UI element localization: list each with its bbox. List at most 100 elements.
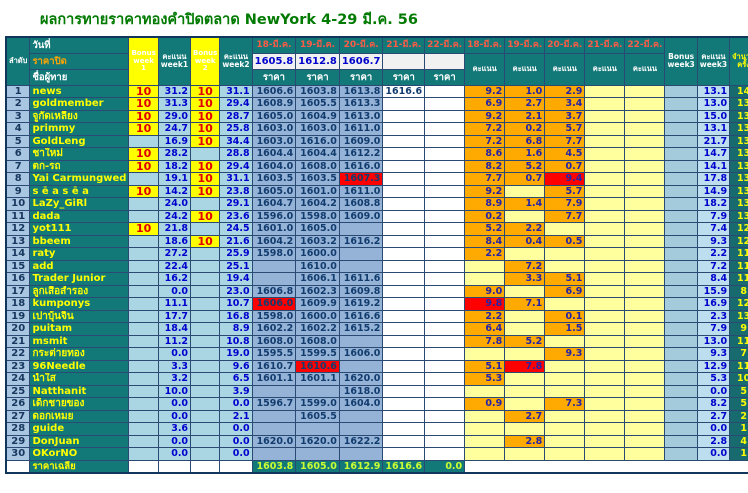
score-cell bbox=[624, 134, 666, 148]
score-week3-cell: 0.0 bbox=[696, 447, 731, 461]
price-cell bbox=[382, 97, 426, 111]
name-cell: Yai Carmungwed bbox=[29, 172, 130, 186]
count-cell: 11 bbox=[729, 272, 748, 286]
score-cell bbox=[504, 322, 546, 336]
score-cell: 5.2 bbox=[504, 159, 546, 173]
bonus-week2-cell bbox=[190, 309, 221, 323]
score-cell bbox=[584, 234, 626, 248]
bonus-week1-cell: 10 bbox=[128, 184, 159, 198]
name-cell: 96Needle bbox=[29, 359, 130, 373]
price-cell: 1599.5 bbox=[295, 347, 340, 361]
table-row: 3 จูกัดเหลียง 10 29.0 10 28.7 1605.0 1604.9 1613… bbox=[5, 109, 748, 123]
price-cell bbox=[424, 197, 466, 211]
score-cell bbox=[464, 259, 506, 273]
score-cell bbox=[624, 122, 666, 136]
price-cell: 1603.0 bbox=[295, 122, 340, 136]
score-week1-cell: 19.1 bbox=[157, 172, 192, 186]
footer-average-cell: 1605.0 bbox=[295, 459, 340, 474]
bonus-week2-cell: 10 bbox=[190, 122, 221, 136]
score-week1-cell: 17.7 bbox=[157, 309, 192, 323]
bonus-week2-cell: 10 bbox=[190, 109, 221, 123]
score-cell bbox=[504, 347, 546, 361]
price-cell bbox=[382, 284, 426, 298]
score-cell: 3.4 bbox=[544, 97, 586, 111]
bonus-week1-cell bbox=[128, 334, 159, 348]
bonus-week3-cell bbox=[664, 297, 698, 311]
score-week3-cell: 5.3 bbox=[696, 372, 731, 386]
price-cell: 1606.1 bbox=[295, 272, 340, 286]
bonus-week3-cell bbox=[664, 84, 698, 98]
score-cell bbox=[504, 447, 546, 461]
score-week2-cell: 9.6 bbox=[219, 359, 253, 373]
score-cell bbox=[584, 109, 626, 123]
count-cell: 12 bbox=[729, 222, 748, 236]
price-cell: 1616.6 bbox=[338, 309, 384, 323]
name-cell: GoldLeng bbox=[29, 134, 130, 148]
score-cell bbox=[624, 172, 666, 186]
price-cell bbox=[424, 209, 466, 223]
score-cell bbox=[584, 222, 626, 236]
price-cell bbox=[424, 447, 466, 461]
score-week2-cell: 19.4 bbox=[219, 272, 253, 286]
price-cell bbox=[251, 259, 297, 273]
price-cell bbox=[424, 397, 466, 411]
price-cell: 1603.5 bbox=[251, 172, 297, 186]
name-cell: ชาใหม่ bbox=[29, 147, 130, 161]
score-week3-cell: 17.8 bbox=[696, 172, 731, 186]
name-cell: เปาบุ้นจิ้น bbox=[29, 309, 130, 323]
bonus-week3-cell bbox=[664, 147, 698, 161]
name-cell: เด็กชายของ bbox=[29, 397, 130, 411]
price-cell bbox=[424, 409, 466, 423]
score-cell: 2.2 bbox=[464, 247, 506, 261]
price-cell: 1610.6 bbox=[295, 359, 340, 373]
score-cell bbox=[624, 259, 666, 273]
price-cell: 1604.2 bbox=[295, 197, 340, 211]
date-label-header: วันที่ bbox=[29, 36, 130, 54]
bonus-week1-cell: 10 bbox=[128, 159, 159, 173]
price-cell: 1608.0 bbox=[295, 334, 340, 348]
close-price-value bbox=[424, 52, 466, 70]
price-cell: 1598.0 bbox=[295, 209, 340, 223]
bonus-week2-cell bbox=[190, 434, 221, 448]
rank-cell: 19 bbox=[5, 309, 31, 323]
price-cell bbox=[424, 259, 466, 273]
name-cell: OKorNO bbox=[29, 447, 130, 461]
table-row: 20 puitam 18.4 8.9 1602.2 1602.2 1615.2 6.4 1.5 7… bbox=[5, 322, 748, 336]
score-week3-cell: 7.9 bbox=[696, 322, 731, 336]
score-week3-cell: 13.1 bbox=[696, 84, 731, 98]
score-week2-header: คะแนน week2 bbox=[219, 36, 253, 86]
table-row: 8 Yai Carmungwed 19.1 10 31.1 1603.5 1603.5 160… bbox=[5, 172, 748, 186]
bonus-week1-cell bbox=[128, 284, 159, 298]
score-week1-cell: 3.3 bbox=[157, 359, 192, 373]
count-cell: 5 bbox=[729, 384, 748, 398]
score-week3-cell: 12.9 bbox=[696, 359, 731, 373]
score-cell: 9.2 bbox=[464, 109, 506, 123]
rank-cell: 3 bbox=[5, 109, 31, 123]
score-cell: 2.8 bbox=[504, 434, 546, 448]
count-cell: 4 bbox=[729, 434, 748, 448]
table-row: 14raty27.225.91598.01600.02.22.21155.35.… bbox=[5, 247, 748, 261]
bonus-week3-cell bbox=[664, 409, 698, 423]
score-cell bbox=[584, 284, 626, 298]
price-cell bbox=[382, 297, 426, 311]
score-cell bbox=[584, 147, 626, 161]
bonus-week2-cell: 10 bbox=[190, 184, 221, 198]
price-cell bbox=[251, 272, 297, 286]
bonus-week1-cell: 10 bbox=[128, 122, 159, 136]
price-cell bbox=[424, 234, 466, 248]
score-cell: 7.9 bbox=[544, 197, 586, 211]
score-week1-cell: 18.4 bbox=[157, 322, 192, 336]
rank-cell: 8 bbox=[5, 172, 31, 186]
score-week3-cell: 7.9 bbox=[696, 209, 731, 223]
count-cell: 13 bbox=[729, 159, 748, 173]
score-week2-cell: 2.1 bbox=[219, 409, 253, 423]
score-cell bbox=[624, 97, 666, 111]
bonus-week3-cell bbox=[664, 372, 698, 386]
score-cell bbox=[624, 422, 666, 436]
score-cell bbox=[544, 247, 586, 261]
score-cell bbox=[624, 234, 666, 248]
table-row: 18 kumponys 11.1 10.7 1606.0 1609.9 1619.2 9.8 7… bbox=[5, 297, 748, 311]
bonus-week1-cell bbox=[128, 409, 159, 423]
score-cell bbox=[584, 172, 626, 186]
